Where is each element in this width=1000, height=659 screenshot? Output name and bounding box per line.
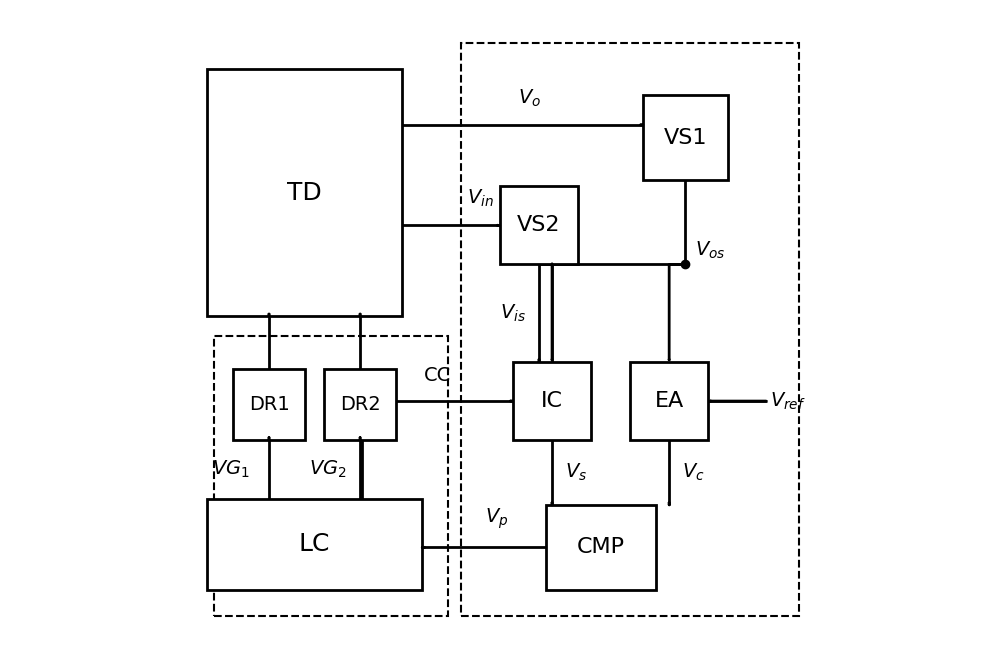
Bar — [214, 336, 448, 616]
Text: $V_o$: $V_o$ — [518, 87, 541, 109]
Bar — [630, 362, 708, 440]
Text: $V_c$: $V_c$ — [682, 462, 705, 483]
Text: VS2: VS2 — [517, 215, 561, 235]
Text: $V_p$: $V_p$ — [485, 507, 508, 531]
Text: DR1: DR1 — [249, 395, 289, 414]
Bar — [513, 362, 591, 440]
Text: IC: IC — [541, 391, 563, 411]
Bar — [233, 368, 305, 440]
Text: CMP: CMP — [577, 538, 625, 558]
Bar — [207, 69, 402, 316]
Text: $V_s$: $V_s$ — [565, 462, 587, 483]
Bar — [643, 96, 728, 180]
Text: TD: TD — [287, 181, 322, 205]
Bar — [500, 186, 578, 264]
Text: LC: LC — [299, 532, 330, 556]
Text: $V_{os}$: $V_{os}$ — [695, 240, 726, 261]
Bar — [461, 43, 799, 616]
Text: $V_{ref}$: $V_{ref}$ — [770, 390, 806, 412]
Text: $VG_2$: $VG_2$ — [309, 459, 347, 480]
Bar — [324, 368, 396, 440]
Text: DR2: DR2 — [340, 395, 380, 414]
Text: $V_{is}$: $V_{is}$ — [500, 302, 526, 324]
Text: VS1: VS1 — [664, 128, 707, 148]
Text: EA: EA — [655, 391, 684, 411]
Text: $V_{in}$: $V_{in}$ — [467, 188, 493, 209]
Text: CC: CC — [424, 366, 451, 385]
Bar — [207, 499, 422, 590]
Bar — [546, 505, 656, 590]
Text: $VG_1$: $VG_1$ — [212, 459, 249, 480]
